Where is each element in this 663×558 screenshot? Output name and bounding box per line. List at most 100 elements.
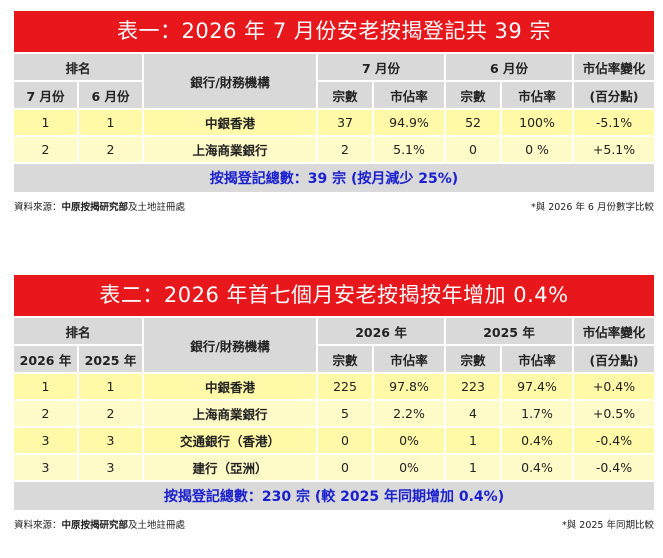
source-text: 資料來源：中原按揭研究部及土地註冊處 <box>14 517 185 531</box>
share-b-cell: 0.4% <box>502 426 575 453</box>
count-a-header: 宗數 <box>318 80 375 108</box>
bank-cell: 中銀香港 <box>144 108 319 135</box>
count-b-cell: 1 <box>446 426 503 453</box>
comparison-note: *與 2026 年 6 月份數字比較 <box>530 202 654 213</box>
share-a-cell: 97.8% <box>374 372 447 399</box>
bank-cell: 上海商業銀行 <box>144 399 319 426</box>
bank-cell: 交通銀行（香港） <box>144 426 319 453</box>
change-cell: +0.4% <box>574 372 655 399</box>
rank-a-cell: 2 <box>14 399 79 426</box>
source-prefix: 資料來源： <box>14 520 62 531</box>
change-cell: -5.1% <box>574 108 655 135</box>
table2-total: 按揭登記總數：230 宗 (較 2025 年同期增加 0.4%) <box>14 480 655 510</box>
share-b-cell: 1.7% <box>502 399 575 426</box>
change-cell: +5.1% <box>574 135 655 162</box>
share-b-cell: 100% <box>502 108 575 135</box>
source-org: 中原按揭研究部 <box>61 202 129 213</box>
period-b-header: 2025 年 <box>446 316 575 344</box>
rank-b-header: 2025 年 <box>79 344 145 372</box>
count-b-cell: 0 <box>446 135 503 162</box>
table1-total: 按揭登記總數：39 宗 (按月減少 25%) <box>14 162 655 192</box>
count-b-cell: 1 <box>446 453 503 480</box>
share-change-unit-header: (百分點) <box>574 80 655 108</box>
rank-b-cell: 1 <box>79 108 145 135</box>
share-change-header: 市佔率變化 <box>574 316 655 344</box>
count-a-cell: 225 <box>318 372 375 399</box>
rank-a-cell: 3 <box>14 453 79 480</box>
table-row: 2 2 上海商業銀行 5 2.2% 4 1.7% +0.5% <box>14 399 655 426</box>
change-cell: -0.4% <box>574 426 655 453</box>
period-a-header: 7 月份 <box>318 52 447 80</box>
share-change-unit-header: (百分點) <box>574 344 655 372</box>
count-b-cell: 223 <box>446 372 503 399</box>
change-cell: +0.5% <box>574 399 655 426</box>
table1-block: 表一：2026 年 7 月份安老按揭登記共 39 宗 排名 銀行/財務機構 7 … <box>14 11 655 213</box>
table-row: 3 3 交通銀行（香港） 0 0% 1 0.4% -0.4% <box>14 426 655 453</box>
table2-header-row-2: 2026 年 2025 年 宗數 市佔率 宗數 市佔率 (百分點) <box>14 344 655 372</box>
count-b-cell: 4 <box>446 399 503 426</box>
table1: 排名 銀行/財務機構 7 月份 6 月份 市佔率變化 7 月份 6 月份 宗數 … <box>14 52 655 192</box>
rank-a-cell: 1 <box>14 372 79 399</box>
share-a-cell: 2.2% <box>374 399 447 426</box>
share-a-cell: 0% <box>374 453 447 480</box>
bank-header: 銀行/財務機構 <box>144 52 319 108</box>
table1-header-row-1: 排名 銀行/財務機構 7 月份 6 月份 市佔率變化 <box>14 52 655 108</box>
period-a-header: 2026 年 <box>318 316 447 344</box>
table1-header-row-2: 7 月份 6 月份 宗數 市佔率 宗數 市佔率 (百分點) <box>14 80 655 108</box>
rank-b-cell: 2 <box>79 135 145 162</box>
table-row: 3 3 建行（亞洲） 0 0% 1 0.4% -0.4% <box>14 453 655 480</box>
table2-header-row-1: 排名 銀行/財務機構 2026 年 2025 年 市佔率變化 <box>14 316 655 372</box>
source-prefix: 資料來源： <box>14 202 62 213</box>
share-a-cell: 0% <box>374 426 447 453</box>
count-b-cell: 52 <box>446 108 503 135</box>
source-text: 資料來源：中原按揭研究部及土地註冊處 <box>14 199 185 213</box>
rank-b-cell: 3 <box>79 453 145 480</box>
bank-cell: 中銀香港 <box>144 372 319 399</box>
period-b-header: 6 月份 <box>446 52 575 80</box>
table2: 排名 銀行/財務機構 2026 年 2025 年 市佔率變化 2026 年 20… <box>14 316 655 510</box>
table2-footer: 資料來源：中原按揭研究部及土地註冊處 *與 2025 年同期比較 <box>14 517 654 531</box>
table-row: 2 2 上海商業銀行 2 5.1% 0 0 % +5.1% <box>14 135 655 162</box>
rank-a-cell: 2 <box>14 135 79 162</box>
count-a-cell: 37 <box>318 108 375 135</box>
table1-title: 表一：2026 年 7 月份安老按揭登記共 39 宗 <box>14 11 654 52</box>
change-cell: -0.4% <box>574 453 655 480</box>
table1-footer: 資料來源：中原按揭研究部及土地註冊處 *與 2026 年 6 月份數字比較 <box>14 199 654 213</box>
table2-block: 表二：2026 年首七個月安老按揭按年增加 0.4% 排名 銀行/財務機構 20… <box>14 275 655 531</box>
count-b-header: 宗數 <box>446 344 503 372</box>
share-b-cell: 0 % <box>502 135 575 162</box>
rank-a-cell: 3 <box>14 426 79 453</box>
rank-b-cell: 1 <box>79 372 145 399</box>
count-a-header: 宗數 <box>318 344 375 372</box>
source-org: 中原按揭研究部 <box>61 520 129 531</box>
share-b-cell: 97.4% <box>502 372 575 399</box>
rank-a-header: 2026 年 <box>14 344 79 372</box>
bank-cell: 上海商業銀行 <box>144 135 319 162</box>
share-change-header: 市佔率變化 <box>574 52 655 80</box>
source-suffix: 及土地註冊處 <box>128 202 186 213</box>
rank-a-cell: 1 <box>14 108 79 135</box>
table2-total-row: 按揭登記總數：230 宗 (較 2025 年同期增加 0.4%) <box>14 480 655 510</box>
share-a-cell: 94.9% <box>374 108 447 135</box>
table-row: 1 1 中銀香港 225 97.8% 223 97.4% +0.4% <box>14 372 655 399</box>
rank-b-cell: 2 <box>79 399 145 426</box>
bank-cell: 建行（亞洲） <box>144 453 319 480</box>
count-a-cell: 2 <box>318 135 375 162</box>
share-b-cell: 0.4% <box>502 453 575 480</box>
rank-header: 排名 <box>14 52 145 80</box>
share-a-header: 市佔率 <box>374 80 447 108</box>
rank-b-header: 6 月份 <box>79 80 145 108</box>
count-a-cell: 0 <box>318 426 375 453</box>
count-b-header: 宗數 <box>446 80 503 108</box>
table-row: 1 1 中銀香港 37 94.9% 52 100% -5.1% <box>14 108 655 135</box>
rank-a-header: 7 月份 <box>14 80 79 108</box>
comparison-note: *與 2025 年同期比較 <box>562 520 654 531</box>
share-a-header: 市佔率 <box>374 344 447 372</box>
rank-b-cell: 3 <box>79 426 145 453</box>
bank-header: 銀行/財務機構 <box>144 316 319 372</box>
table2-title: 表二：2026 年首七個月安老按揭按年增加 0.4% <box>14 275 654 316</box>
table1-total-row: 按揭登記總數：39 宗 (按月減少 25%) <box>14 162 655 192</box>
count-a-cell: 0 <box>318 453 375 480</box>
share-b-header: 市佔率 <box>502 344 575 372</box>
count-a-cell: 5 <box>318 399 375 426</box>
